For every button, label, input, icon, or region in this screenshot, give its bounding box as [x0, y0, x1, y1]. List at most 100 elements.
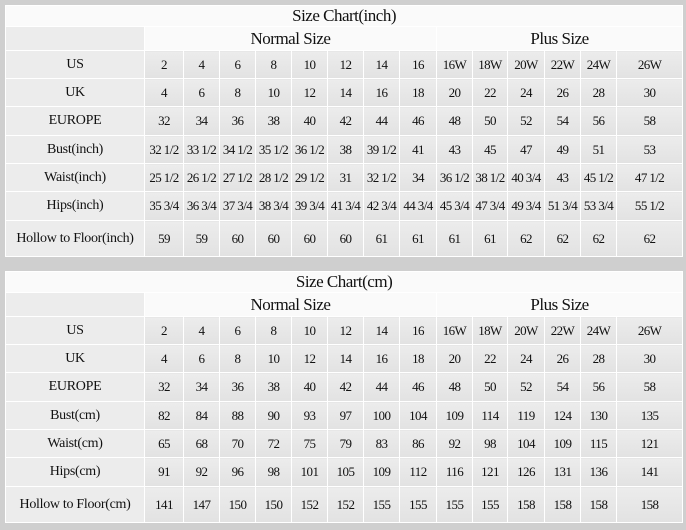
table-cell: 49	[544, 135, 581, 164]
table-cell: 12	[327, 316, 364, 345]
table-cell: 27 1/2	[219, 163, 256, 192]
table-cell: 26 1/2	[183, 163, 220, 192]
table-cell: 105	[327, 457, 364, 487]
table-cell: 36 1/2	[291, 135, 328, 164]
table-cell: 52	[507, 106, 545, 136]
table-cell: 60	[327, 220, 364, 257]
table-cell: 16	[363, 344, 400, 373]
table-cell: 150	[219, 486, 256, 523]
table-cell: 47 1/2	[615, 163, 684, 192]
table-cell: 28 1/2	[255, 163, 292, 192]
table-row: Hollow to Floor(inch) 59 59 60 60 60 60 61 61 61 6…	[5, 220, 684, 257]
title-row: Size Chart(cm)	[4, 271, 684, 293]
table-cell: 32 1/2	[144, 135, 184, 164]
table-cell: 88	[219, 401, 256, 430]
row-label: Waist(cm)	[5, 429, 145, 458]
table-cell: 30	[615, 344, 684, 373]
table-cell: 155	[472, 486, 508, 523]
row-label: US	[5, 316, 145, 345]
size-chart-cm-table: Size Chart(cm) Normal Size Plus Size US 2 4 6 8…	[4, 271, 684, 523]
table-cell: 14	[327, 344, 364, 373]
row-label: Waist(inch)	[5, 163, 145, 192]
table-cell: 29 1/2	[291, 163, 328, 192]
table-cell: 104	[507, 429, 545, 458]
table-cell: 36	[219, 372, 256, 402]
table-cell: 25 1/2	[144, 163, 184, 192]
table-cell: 8	[255, 50, 292, 79]
table-cell: 28	[580, 78, 617, 107]
table-cell: 8	[219, 344, 256, 373]
table-row: Hips(inch) 35 3/4 36 3/4 37 3/4 38 3/4 39 3/4…	[5, 191, 684, 221]
table-cell: 65	[144, 429, 184, 458]
table-cell: 47 3/4	[472, 191, 508, 221]
table-cell: 44	[363, 372, 400, 402]
table-cell: 16	[399, 50, 437, 79]
table-cell: 62	[615, 220, 684, 257]
table-cell: 22	[472, 78, 508, 107]
table-cell: 79	[327, 429, 364, 458]
table-row: US 2 4 6 8 10 12 14 16 16W 18W 20W 22W 24W 26W	[5, 316, 684, 345]
table-cell: 158	[544, 486, 581, 523]
table-cell: 54	[544, 106, 581, 136]
table-cell: 93	[291, 401, 328, 430]
table-cell: 34	[399, 163, 437, 192]
table-cell: 39 1/2	[363, 135, 400, 164]
table-cell: 109	[544, 429, 581, 458]
table-cell: 38	[327, 135, 364, 164]
table-cell: 2	[144, 50, 184, 79]
table-cell: 14	[363, 50, 400, 79]
table-cell: 10	[255, 344, 292, 373]
table-cell: 45	[472, 135, 508, 164]
table-cell: 84	[183, 401, 220, 430]
blank-header-cell	[5, 26, 145, 51]
table-cell: 119	[507, 401, 545, 430]
table-cell: 109	[436, 401, 473, 430]
table-cell: 20W	[507, 316, 545, 345]
table-cell: 35 3/4	[144, 191, 184, 221]
table-row: Waist(cm) 65 68 70 72 75 79 83 86 92 98 104 109 115 12…	[5, 429, 684, 458]
plus-size-header: Plus Size	[435, 26, 684, 51]
table-cell: 92	[436, 429, 473, 458]
table-cell: 121	[472, 457, 508, 487]
table-cell: 121	[615, 429, 684, 458]
table-cell: 10	[255, 78, 292, 107]
table-row: US 2 4 6 8 10 12 14 16 16W 18W 20W 22W 24W 26W	[5, 50, 684, 79]
table-cell: 6	[219, 50, 256, 79]
table-cell: 24	[507, 78, 545, 107]
table-cell: 60	[255, 220, 292, 257]
table-cell: 16	[399, 316, 437, 345]
table-cell: 147	[183, 486, 220, 523]
table-cell: 48	[436, 106, 473, 136]
table-cell: 60	[291, 220, 328, 257]
row-label: Hollow to Floor(cm)	[5, 486, 145, 523]
table-cell: 10	[291, 316, 328, 345]
table-cell: 116	[436, 457, 473, 487]
table-cell: 42	[327, 372, 364, 402]
table-cell: 51	[580, 135, 617, 164]
normal-size-header: Normal Size	[144, 292, 437, 317]
table-cell: 26W	[615, 50, 684, 79]
table-cell: 24W	[580, 50, 617, 79]
table-cell: 4	[183, 50, 220, 79]
table-cell: 68	[183, 429, 220, 458]
table-cell: 61	[399, 220, 437, 257]
table-cell: 136	[580, 457, 617, 487]
table-title: Size Chart(inch)	[4, 5, 684, 27]
table-cell: 112	[399, 457, 437, 487]
table-cell: 53 3/4	[580, 191, 617, 221]
table-cell: 18W	[472, 50, 508, 79]
table-cell: 38 1/2	[472, 163, 508, 192]
table-cell: 61	[363, 220, 400, 257]
table-cell: 61	[472, 220, 508, 257]
table-cell: 131	[544, 457, 581, 487]
table-cell: 37 3/4	[219, 191, 256, 221]
table-cell: 16W	[436, 316, 473, 345]
table-cell: 56	[580, 106, 617, 136]
table-cell: 42	[327, 106, 364, 136]
table-cell: 16	[363, 78, 400, 107]
table-cell: 38 3/4	[255, 191, 292, 221]
table-cell: 18	[399, 78, 437, 107]
table-cell: 54	[544, 372, 581, 402]
table-cell: 97	[327, 401, 364, 430]
table-cell: 96	[219, 457, 256, 487]
